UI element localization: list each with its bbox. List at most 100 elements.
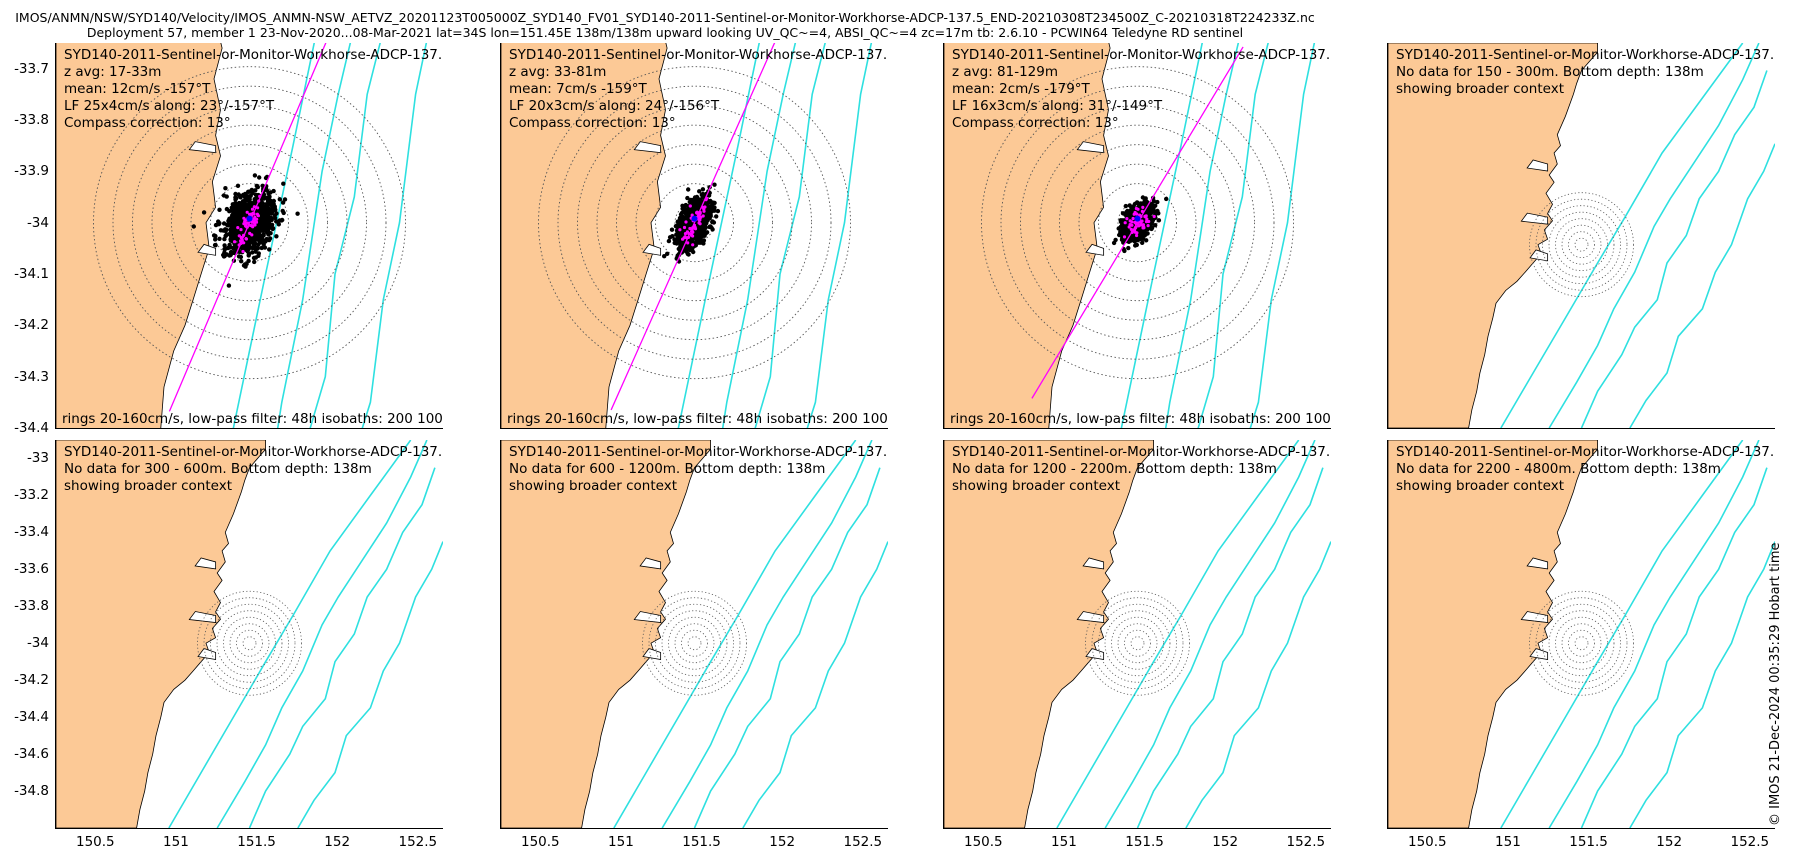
context-ring [1529,590,1634,696]
context-ring [1130,636,1145,651]
isobath-line [661,440,873,828]
lowpass-point [255,212,259,216]
isobath-line [677,43,761,428]
estuary [1085,243,1105,256]
estuary [194,557,217,570]
lowpass-point [250,207,255,211]
lowpass-point [701,214,705,218]
map-canvas [944,43,1316,428]
figure-title-line-1: IMOS/ANMN/NSW/SYD140/Velocity/IMOS_ANMN-… [15,10,1315,25]
lowpass-point [1138,213,1142,217]
estuary [1526,557,1549,570]
lowpass-point [1146,224,1150,228]
isobath-line [1056,440,1300,828]
y-tick-label: -33 [26,450,49,467]
x-tick-label: 151.5 [237,834,276,850]
context-ring [1104,610,1171,677]
context-ring [1542,205,1621,285]
isobath-line [721,43,797,428]
land-area [944,43,1111,428]
isobath-line [1249,43,1316,428]
lowpass-point [239,228,243,232]
lowpass-point [697,221,701,225]
estuary [1076,611,1105,623]
x-tick-label: 152.5 [398,834,438,850]
map-panel: rings 20-160cm/s, low-pass filter: 48h i… [500,43,888,429]
map-panel: SYD140-2011-Sentinel-or-Monitor-Workhors… [1387,43,1775,429]
lowpass-point [684,220,688,224]
along-axis-line [168,43,327,412]
map-canvas [944,440,1331,828]
isobath-line [754,43,826,428]
y-tick-label: -33.8 [14,112,49,128]
x-tick-label: 151 [608,834,634,850]
context-ring [236,629,263,657]
speed-ring [596,124,793,321]
y-tick-label: -34 [26,635,49,652]
speed-ring [616,144,773,302]
isobath-line [613,440,857,828]
x-tick-label: 151 [1495,834,1521,850]
land-area [1388,43,1599,428]
isobath-line [168,440,412,828]
x-tick-label: 152 [1212,834,1239,850]
lowpass-point [682,225,687,230]
context-ring [1117,623,1158,664]
lowpass-point [252,205,256,209]
context-ring [655,603,734,683]
lowpass-point [244,224,248,228]
land-area [1388,440,1599,828]
lowpass-point [233,240,237,244]
isobath-line [1629,541,1775,828]
mean-vector-marker [246,215,253,222]
estuary [633,611,662,623]
lowpass-point [254,220,259,224]
lowpass-point [686,241,690,245]
land-area [56,440,267,828]
rings-filter-note: rings 20-160cm/s, low-pass filter: 48h i… [62,411,443,427]
lowpass-point [236,226,240,230]
speed-ring [93,66,406,380]
land-area [501,440,712,828]
x-tick-label: 151.5 [1569,834,1608,850]
isobath-line [361,43,428,428]
lowpass-point [239,235,243,240]
x-tick-label: 150.5 [520,834,560,850]
isobath-line [1136,467,1324,828]
context-ring [1568,231,1595,259]
isobath-line [806,43,873,428]
x-tick-label: 151 [163,834,189,850]
isobath-line [1500,440,1744,828]
lowpass-point [1137,224,1141,228]
estuary [1529,648,1549,660]
lowpass-point [1127,225,1131,229]
lowpass-point [1142,225,1146,229]
isobath-line [1548,43,1760,428]
map-panel: SYD140-2011-Sentinel-or-Monitor-Workhors… [500,440,888,829]
context-ring [1111,616,1164,670]
estuary [1076,141,1105,154]
isobath-line [276,43,352,428]
context-ring [1574,237,1589,252]
speed-ring [1078,163,1197,282]
figure-title-line-2: Deployment 57, member 1 23-Nov-2020...08… [86,25,1244,40]
isobath-line [1500,43,1744,428]
x-tick-label: 152.5 [1730,834,1770,850]
context-ring [1555,616,1608,670]
rings-filter-note: rings 20-160cm/s, low-pass filter: 48h i… [507,411,888,427]
lowpass-point [681,237,685,241]
isobath-line [1629,143,1775,428]
context-ring [1548,610,1615,677]
lowpass-point [253,223,257,227]
context-ring [216,610,283,677]
context-ring [1561,623,1602,664]
y-tick-label: -34.3 [14,368,49,385]
x-tick-label: 151.5 [1125,834,1164,850]
speed-ring [1039,124,1236,321]
isobath-line [1580,70,1768,428]
context-ring [648,597,741,690]
estuary [1082,557,1105,570]
map-canvas [56,43,428,428]
isobath-line [1197,43,1269,428]
lowpass-point [253,215,257,219]
